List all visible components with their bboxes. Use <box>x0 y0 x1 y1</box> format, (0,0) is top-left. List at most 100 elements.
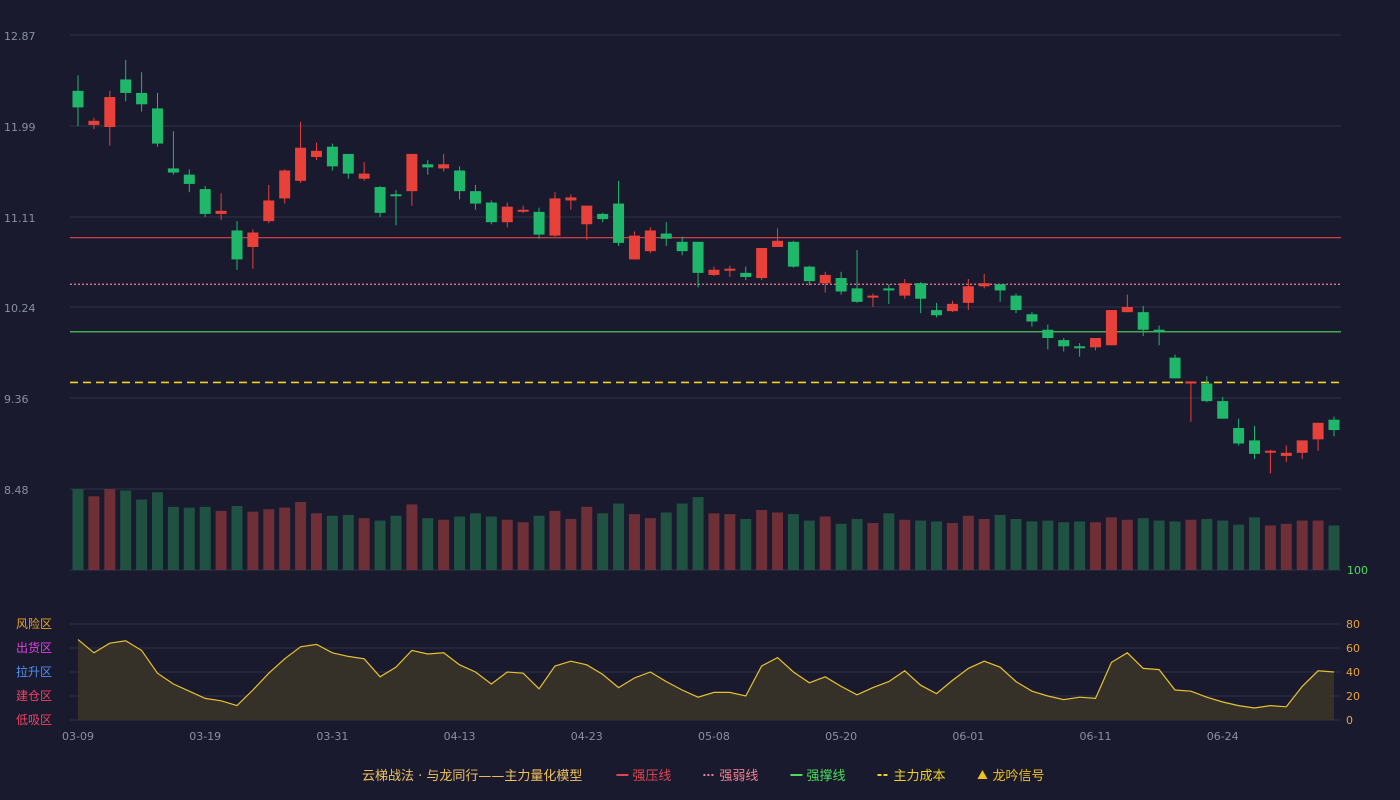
candle-body <box>978 283 990 287</box>
price-tick-label: 11.11 <box>4 212 36 225</box>
candle-body <box>374 187 386 213</box>
legend-label: 强弱线 <box>719 769 758 784</box>
candle-body <box>644 230 656 252</box>
volume-bar <box>978 518 990 570</box>
oscillator-line <box>77 639 1335 709</box>
candle-body <box>231 230 243 260</box>
volume-bar <box>787 514 799 570</box>
candle-body <box>851 288 863 302</box>
volume-bar <box>1280 523 1292 570</box>
volume-bar <box>660 512 672 570</box>
volume-bar <box>469 513 481 570</box>
candle-body <box>915 283 927 299</box>
candle-body <box>994 284 1006 291</box>
volume-bar <box>883 513 895 570</box>
candle-body <box>454 170 466 192</box>
volume-bar <box>88 496 100 570</box>
volume-bar <box>1312 520 1324 570</box>
candle-body <box>485 202 497 223</box>
candle-body <box>756 248 768 279</box>
date-tick-label: 03-31 <box>316 730 348 743</box>
volume-bar <box>1217 520 1229 570</box>
candle-body <box>803 266 815 282</box>
reference-lines <box>70 237 1341 384</box>
candle-body <box>310 150 322 158</box>
date-tick-label: 03-19 <box>189 730 221 743</box>
candle-body <box>597 213 609 220</box>
volume-bar <box>915 520 927 570</box>
volume-bar <box>946 523 958 570</box>
volume-bar <box>136 499 148 570</box>
legend: 云梯战法 · 与龙同行——主力量化模型 强压线 强弱线 强撑线 主力成本 龙吟信号 <box>362 768 1044 784</box>
candle-body <box>438 164 450 169</box>
volume-bar <box>803 520 815 570</box>
candle-body <box>660 233 672 239</box>
volume-bar <box>931 521 943 570</box>
candle-body <box>1010 295 1022 311</box>
date-tick-label: 03-09 <box>62 730 94 743</box>
candle-body <box>199 189 211 214</box>
volume-bar <box>581 506 593 570</box>
volume-bar <box>1137 518 1149 570</box>
volume-bar <box>533 515 545 570</box>
volume-max-label: 100 <box>1347 564 1368 577</box>
candle-body <box>835 278 847 292</box>
candle-body <box>342 153 354 174</box>
price-tick-label: 10.24 <box>4 302 36 315</box>
oscillator-zone-label: 风险区 <box>16 616 52 631</box>
candle-body <box>962 286 974 303</box>
candle-body <box>867 295 879 298</box>
candle-body <box>279 170 291 199</box>
candle-body <box>215 210 227 214</box>
volume-bar <box>279 507 291 570</box>
candle-body <box>628 235 640 260</box>
candle-body <box>819 274 831 284</box>
volume-bar <box>756 510 768 570</box>
volume-bar <box>501 519 513 570</box>
volume-bar <box>1074 521 1086 570</box>
candle-body <box>946 303 958 312</box>
axis-labels: 12.87 11.99 11.11 10.24 9.36 8.48 100 风险区出货区拉升区… <box>4 30 1368 743</box>
candle-body <box>295 147 307 181</box>
volume-bar <box>151 492 163 570</box>
volume-bar <box>517 522 529 570</box>
volume-bar <box>215 510 227 570</box>
candle-body <box>1233 427 1245 444</box>
volume-bar <box>167 506 179 570</box>
candle-body <box>708 269 720 275</box>
date-tick-label: 04-13 <box>444 730 476 743</box>
candle-body <box>1264 450 1276 453</box>
candle-body <box>88 120 100 125</box>
date-tick-label: 05-20 <box>825 730 857 743</box>
candle-body <box>724 268 736 271</box>
date-tick-label: 06-11 <box>1080 730 1112 743</box>
volume-bar <box>1105 517 1117 570</box>
volume-bar <box>740 518 752 570</box>
candle-body <box>1169 357 1181 379</box>
volume-bar <box>104 489 116 570</box>
candle-body <box>469 191 481 204</box>
oscillator-zone-label: 低吸区 <box>16 713 52 727</box>
volume-bar <box>454 516 466 570</box>
candle-body <box>740 272 752 277</box>
volume-bar <box>1169 521 1181 570</box>
volume-bar <box>772 512 784 570</box>
candle-body <box>406 153 418 192</box>
candle-body <box>1153 329 1165 332</box>
volume-bar <box>899 519 911 570</box>
candle-body <box>151 108 163 144</box>
candle-body <box>136 92 148 105</box>
volume-bar <box>851 518 863 570</box>
legend-label: 龙吟信号 <box>992 768 1044 784</box>
volume-bar <box>708 513 720 570</box>
oscillator-zone-label: 建仓区 <box>16 689 52 703</box>
volume-bar <box>247 511 259 570</box>
volume-bars <box>72 489 1340 570</box>
volume-bar <box>1058 522 1070 570</box>
candle-body <box>358 173 370 179</box>
candlesticks <box>72 59 1340 474</box>
oscillator-tick-label: 60 <box>1346 642 1360 655</box>
candle-body <box>565 197 577 201</box>
